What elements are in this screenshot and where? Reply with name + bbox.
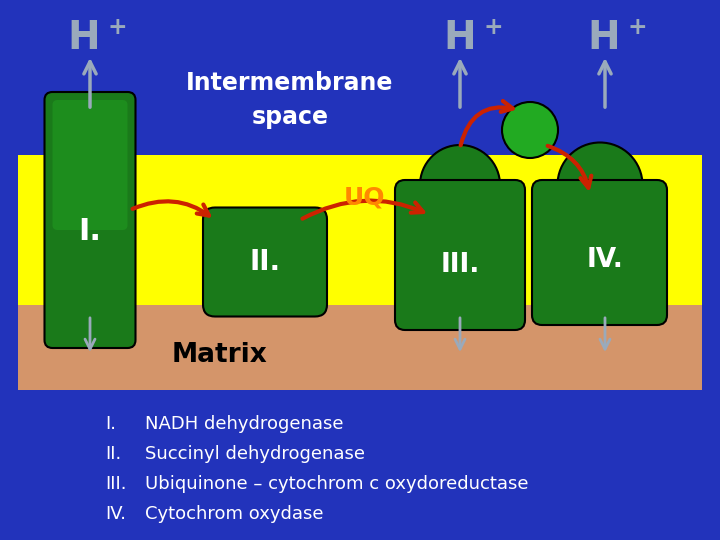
Circle shape [502,102,558,158]
Bar [18,155,702,305]
Text: Ubiquinone – cytochrom c oxydoreductase: Ubiquinone – cytochrom c oxydoreductase [145,475,528,493]
Ellipse shape [420,145,500,225]
Text: H: H [444,19,476,57]
Text: II.: II. [105,445,121,463]
Text: +: + [628,17,647,39]
Text: +: + [108,17,127,39]
FancyBboxPatch shape [45,92,135,348]
Text: I.: I. [78,218,102,246]
FancyBboxPatch shape [532,180,667,325]
Text: II.: II. [249,248,281,276]
Text: H: H [588,19,620,57]
Ellipse shape [557,143,642,227]
Text: Intermembrane
space: Intermembrane space [186,71,394,129]
Bar [18,305,702,390]
Text: H: H [68,19,100,57]
Text: UQ: UQ [344,186,386,210]
FancyBboxPatch shape [203,207,327,316]
Text: Cytochrom oxydase: Cytochrom oxydase [145,505,323,523]
Text: +: + [484,17,503,39]
FancyBboxPatch shape [53,100,127,230]
Text: IV.: IV. [105,505,126,523]
Text: Succinyl dehydrogenase: Succinyl dehydrogenase [145,445,365,463]
FancyBboxPatch shape [395,180,525,330]
Text: Matrix: Matrix [172,342,268,368]
Text: III.: III. [441,252,480,278]
Text: III.: III. [105,475,127,493]
Text: NADH dehydrogenase: NADH dehydrogenase [145,415,343,433]
Text: IV.: IV. [587,247,624,273]
Text: I.: I. [105,415,116,433]
